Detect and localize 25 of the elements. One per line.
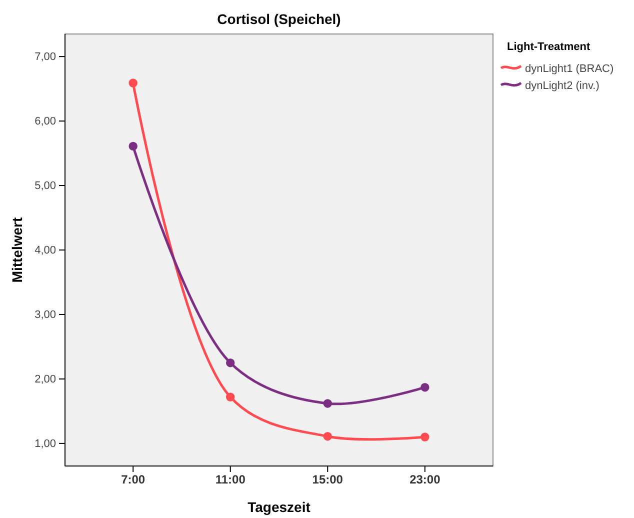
y-tick-label: 5,00	[34, 180, 56, 192]
point	[128, 78, 138, 88]
y-tick-label: 1,00	[34, 438, 56, 450]
chart-title: Cortisol (Speichel)	[217, 11, 341, 27]
point	[323, 432, 332, 441]
point	[226, 392, 235, 402]
point	[128, 142, 138, 151]
point	[420, 382, 430, 392]
y-tick-label: 3,00	[34, 309, 56, 321]
legend-label: dynLight1 (BRAC)	[525, 63, 614, 75]
x-tick-label: 23:00	[410, 472, 441, 487]
y-tick-label: 4,00	[34, 244, 56, 257]
y-axis-title: Mittelwert	[9, 216, 25, 283]
x-tick-label: 7:00	[121, 472, 146, 487]
legend-title: Light-Treatment	[507, 41, 590, 53]
y-tick-label: 6,00	[34, 116, 56, 128]
y-tick-label: 2,00	[34, 373, 56, 386]
y-tick-label: 7,00	[34, 51, 56, 64]
x-tick-label: 11:00	[215, 472, 246, 487]
legend-label: dynLight2 (inv.)	[525, 80, 600, 92]
x-tick-label: 15:00	[312, 472, 344, 487]
point	[420, 432, 430, 442]
point	[323, 399, 332, 408]
point	[226, 358, 235, 368]
x-axis-title: Tageszeit	[248, 499, 311, 515]
